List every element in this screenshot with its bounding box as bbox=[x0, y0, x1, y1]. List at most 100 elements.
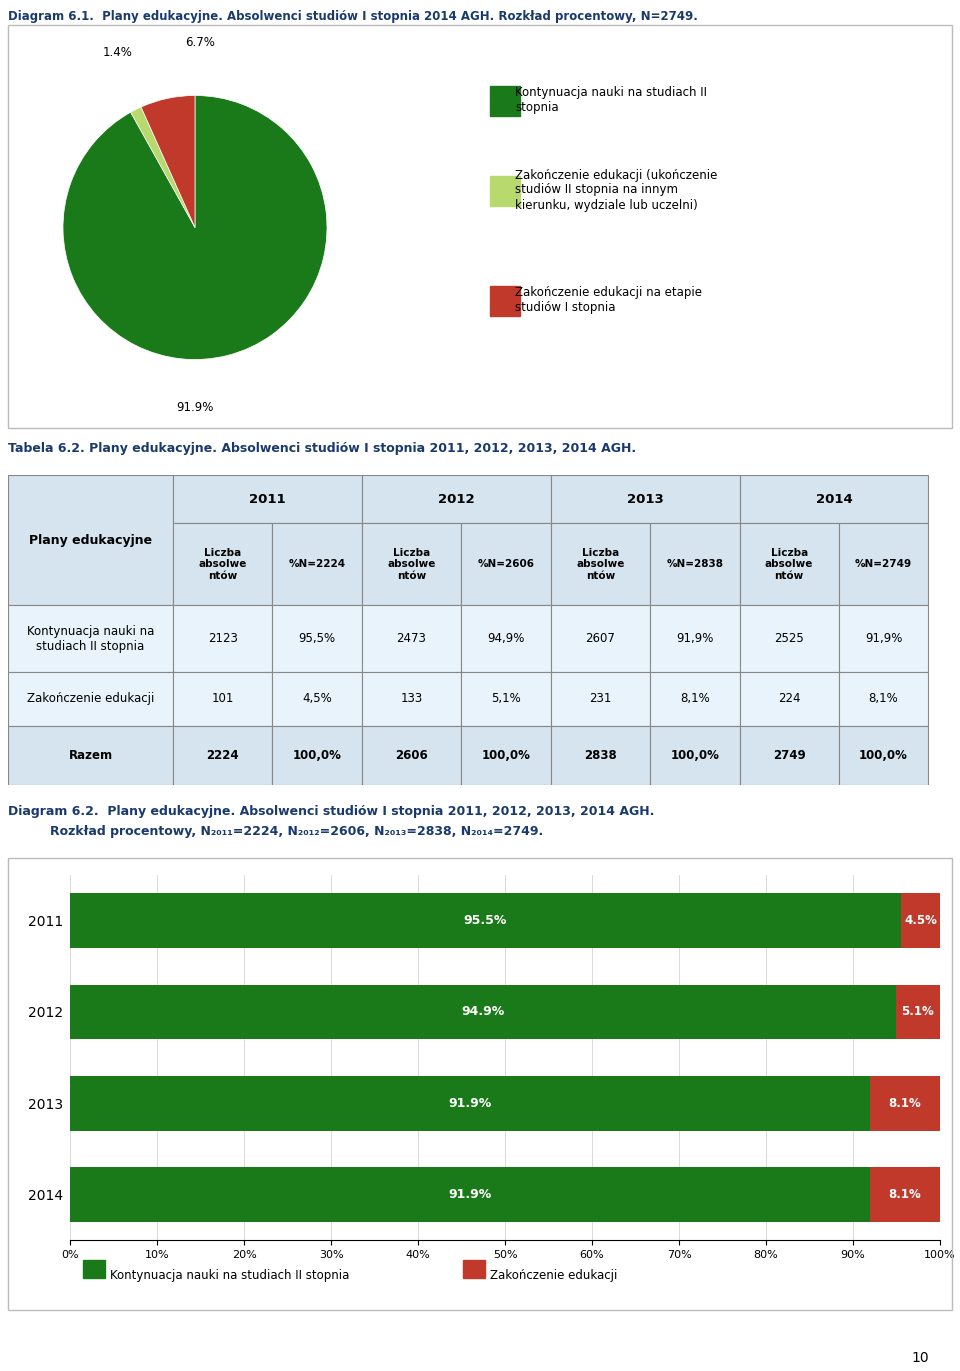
Bar bbox=[551, 727, 650, 786]
Bar bbox=[739, 672, 839, 727]
Text: %N=2749: %N=2749 bbox=[855, 559, 912, 569]
Bar bbox=[900, 894, 940, 947]
Text: 2224: 2224 bbox=[206, 749, 239, 762]
Text: Plany edukacyjne: Plany edukacyjne bbox=[29, 533, 153, 547]
Text: 2838: 2838 bbox=[584, 749, 616, 762]
Text: 2013: 2013 bbox=[627, 492, 663, 506]
Bar bbox=[173, 524, 273, 605]
Text: 5,1%: 5,1% bbox=[492, 692, 521, 706]
Text: 2607: 2607 bbox=[586, 632, 615, 644]
Text: 4.5%: 4.5% bbox=[904, 914, 937, 927]
Text: 2123: 2123 bbox=[207, 632, 238, 644]
Bar bbox=[70, 1076, 870, 1131]
Text: 91,9%: 91,9% bbox=[865, 632, 902, 644]
Text: 95.5%: 95.5% bbox=[464, 914, 507, 927]
Text: 2014: 2014 bbox=[816, 492, 852, 506]
Text: 8.1%: 8.1% bbox=[888, 1097, 922, 1109]
Text: Tabela 6.2. Plany edukacyjne. Absolwenci studiów I stopnia 2011, 2012, 2013, 201: Tabela 6.2. Plany edukacyjne. Absolwenci… bbox=[8, 441, 636, 455]
Text: 2749: 2749 bbox=[773, 749, 805, 762]
Bar bbox=[739, 605, 839, 672]
Text: 100,0%: 100,0% bbox=[293, 749, 342, 762]
Text: Liczba
absolwe
ntów: Liczba absolwe ntów bbox=[765, 547, 813, 581]
Bar bbox=[461, 727, 551, 786]
Bar bbox=[362, 672, 461, 727]
Text: %N=2838: %N=2838 bbox=[666, 559, 723, 569]
Bar bbox=[461, 672, 551, 727]
Text: 4,5%: 4,5% bbox=[302, 692, 332, 706]
Bar bbox=[896, 984, 940, 1039]
Bar bbox=[273, 727, 362, 786]
Text: Zakończenie edukacji: Zakończenie edukacji bbox=[490, 1268, 617, 1282]
Text: 6.7%: 6.7% bbox=[185, 36, 215, 48]
Bar bbox=[173, 605, 273, 672]
Bar bbox=[739, 727, 839, 786]
Text: 2525: 2525 bbox=[775, 632, 804, 644]
Text: 1.4%: 1.4% bbox=[103, 45, 132, 59]
Text: 231: 231 bbox=[589, 692, 612, 706]
Bar bbox=[362, 727, 461, 786]
Bar bbox=[870, 1076, 940, 1131]
Text: %N=2224: %N=2224 bbox=[289, 559, 346, 569]
Bar bbox=[70, 1167, 870, 1222]
Text: Liczba
absolwe
ntów: Liczba absolwe ntów bbox=[576, 547, 625, 581]
Text: 91,9%: 91,9% bbox=[676, 632, 713, 644]
Text: 91.9%: 91.9% bbox=[448, 1187, 492, 1201]
Bar bbox=[461, 605, 551, 672]
Text: Liczba
absolwe
ntów: Liczba absolwe ntów bbox=[199, 547, 247, 581]
Bar bbox=[839, 672, 928, 727]
Bar bbox=[839, 524, 928, 605]
Text: 100,0%: 100,0% bbox=[482, 749, 530, 762]
Bar bbox=[362, 605, 461, 672]
Bar bbox=[273, 524, 362, 605]
Text: Kontynuacja nauki na
studiach II stopnia: Kontynuacja nauki na studiach II stopnia bbox=[27, 625, 155, 653]
Bar bbox=[839, 605, 928, 672]
Text: 2606: 2606 bbox=[396, 749, 428, 762]
Wedge shape bbox=[131, 107, 195, 228]
Bar bbox=[273, 605, 362, 672]
Bar bbox=[650, 605, 739, 672]
Bar bbox=[551, 605, 650, 672]
Bar bbox=[362, 474, 551, 524]
Text: Diagram 6.1.  Plany edukacyjne. Absolwenci studiów I stopnia 2014 AGH. Rozkład p: Diagram 6.1. Plany edukacyjne. Absolwenc… bbox=[8, 10, 698, 23]
Bar bbox=[461, 524, 551, 605]
Text: 8,1%: 8,1% bbox=[869, 692, 899, 706]
Text: 2473: 2473 bbox=[396, 632, 426, 644]
Text: 94,9%: 94,9% bbox=[488, 632, 525, 644]
Text: 100,0%: 100,0% bbox=[670, 749, 719, 762]
Bar bbox=[8, 672, 173, 727]
Bar bbox=[173, 727, 273, 786]
Bar bbox=[551, 474, 739, 524]
Bar bbox=[739, 524, 839, 605]
Bar bbox=[362, 524, 461, 605]
Bar bbox=[173, 672, 273, 727]
Wedge shape bbox=[141, 96, 195, 228]
Text: %N=2606: %N=2606 bbox=[477, 559, 535, 569]
Bar bbox=[70, 984, 896, 1039]
Text: 8.1%: 8.1% bbox=[888, 1187, 922, 1201]
Text: Razem: Razem bbox=[68, 749, 112, 762]
Text: 224: 224 bbox=[778, 692, 801, 706]
Wedge shape bbox=[63, 96, 327, 359]
Text: Zakończenie edukacji (ukończenie
studiów II stopnia na innym
kierunku, wydziale : Zakończenie edukacji (ukończenie studiów… bbox=[515, 169, 717, 211]
Text: Zakończenie edukacji na etapie
studiów I stopnia: Zakończenie edukacji na etapie studiów I… bbox=[515, 287, 702, 314]
Bar bbox=[870, 1167, 940, 1222]
Text: 2012: 2012 bbox=[438, 492, 474, 506]
Text: 10: 10 bbox=[911, 1350, 929, 1366]
Bar bbox=[839, 727, 928, 786]
Text: Zakończenie edukacji: Zakończenie edukacji bbox=[27, 692, 155, 706]
Text: 91.9%: 91.9% bbox=[448, 1097, 492, 1109]
Bar bbox=[551, 524, 650, 605]
Text: 133: 133 bbox=[400, 692, 422, 706]
Text: Rozkład procentowy, N₂₀₁₁=2224, N₂₀₁₂=2606, N₂₀₁₃=2838, N₂₀₁₄=2749.: Rozkład procentowy, N₂₀₁₁=2224, N₂₀₁₂=26… bbox=[50, 825, 543, 838]
Text: 101: 101 bbox=[211, 692, 234, 706]
Bar bbox=[551, 672, 650, 727]
Bar bbox=[739, 474, 928, 524]
Text: 2011: 2011 bbox=[250, 492, 286, 506]
Bar bbox=[8, 605, 173, 672]
Text: 5.1%: 5.1% bbox=[901, 1005, 934, 1019]
Text: Diagram 6.2.  Plany edukacyjne. Absolwenci studiów I stopnia 2011, 2012, 2013, 2: Diagram 6.2. Plany edukacyjne. Absolwenc… bbox=[8, 805, 655, 818]
Bar bbox=[650, 524, 739, 605]
Text: 100,0%: 100,0% bbox=[859, 749, 908, 762]
Text: 95,5%: 95,5% bbox=[299, 632, 336, 644]
Text: 8,1%: 8,1% bbox=[680, 692, 709, 706]
